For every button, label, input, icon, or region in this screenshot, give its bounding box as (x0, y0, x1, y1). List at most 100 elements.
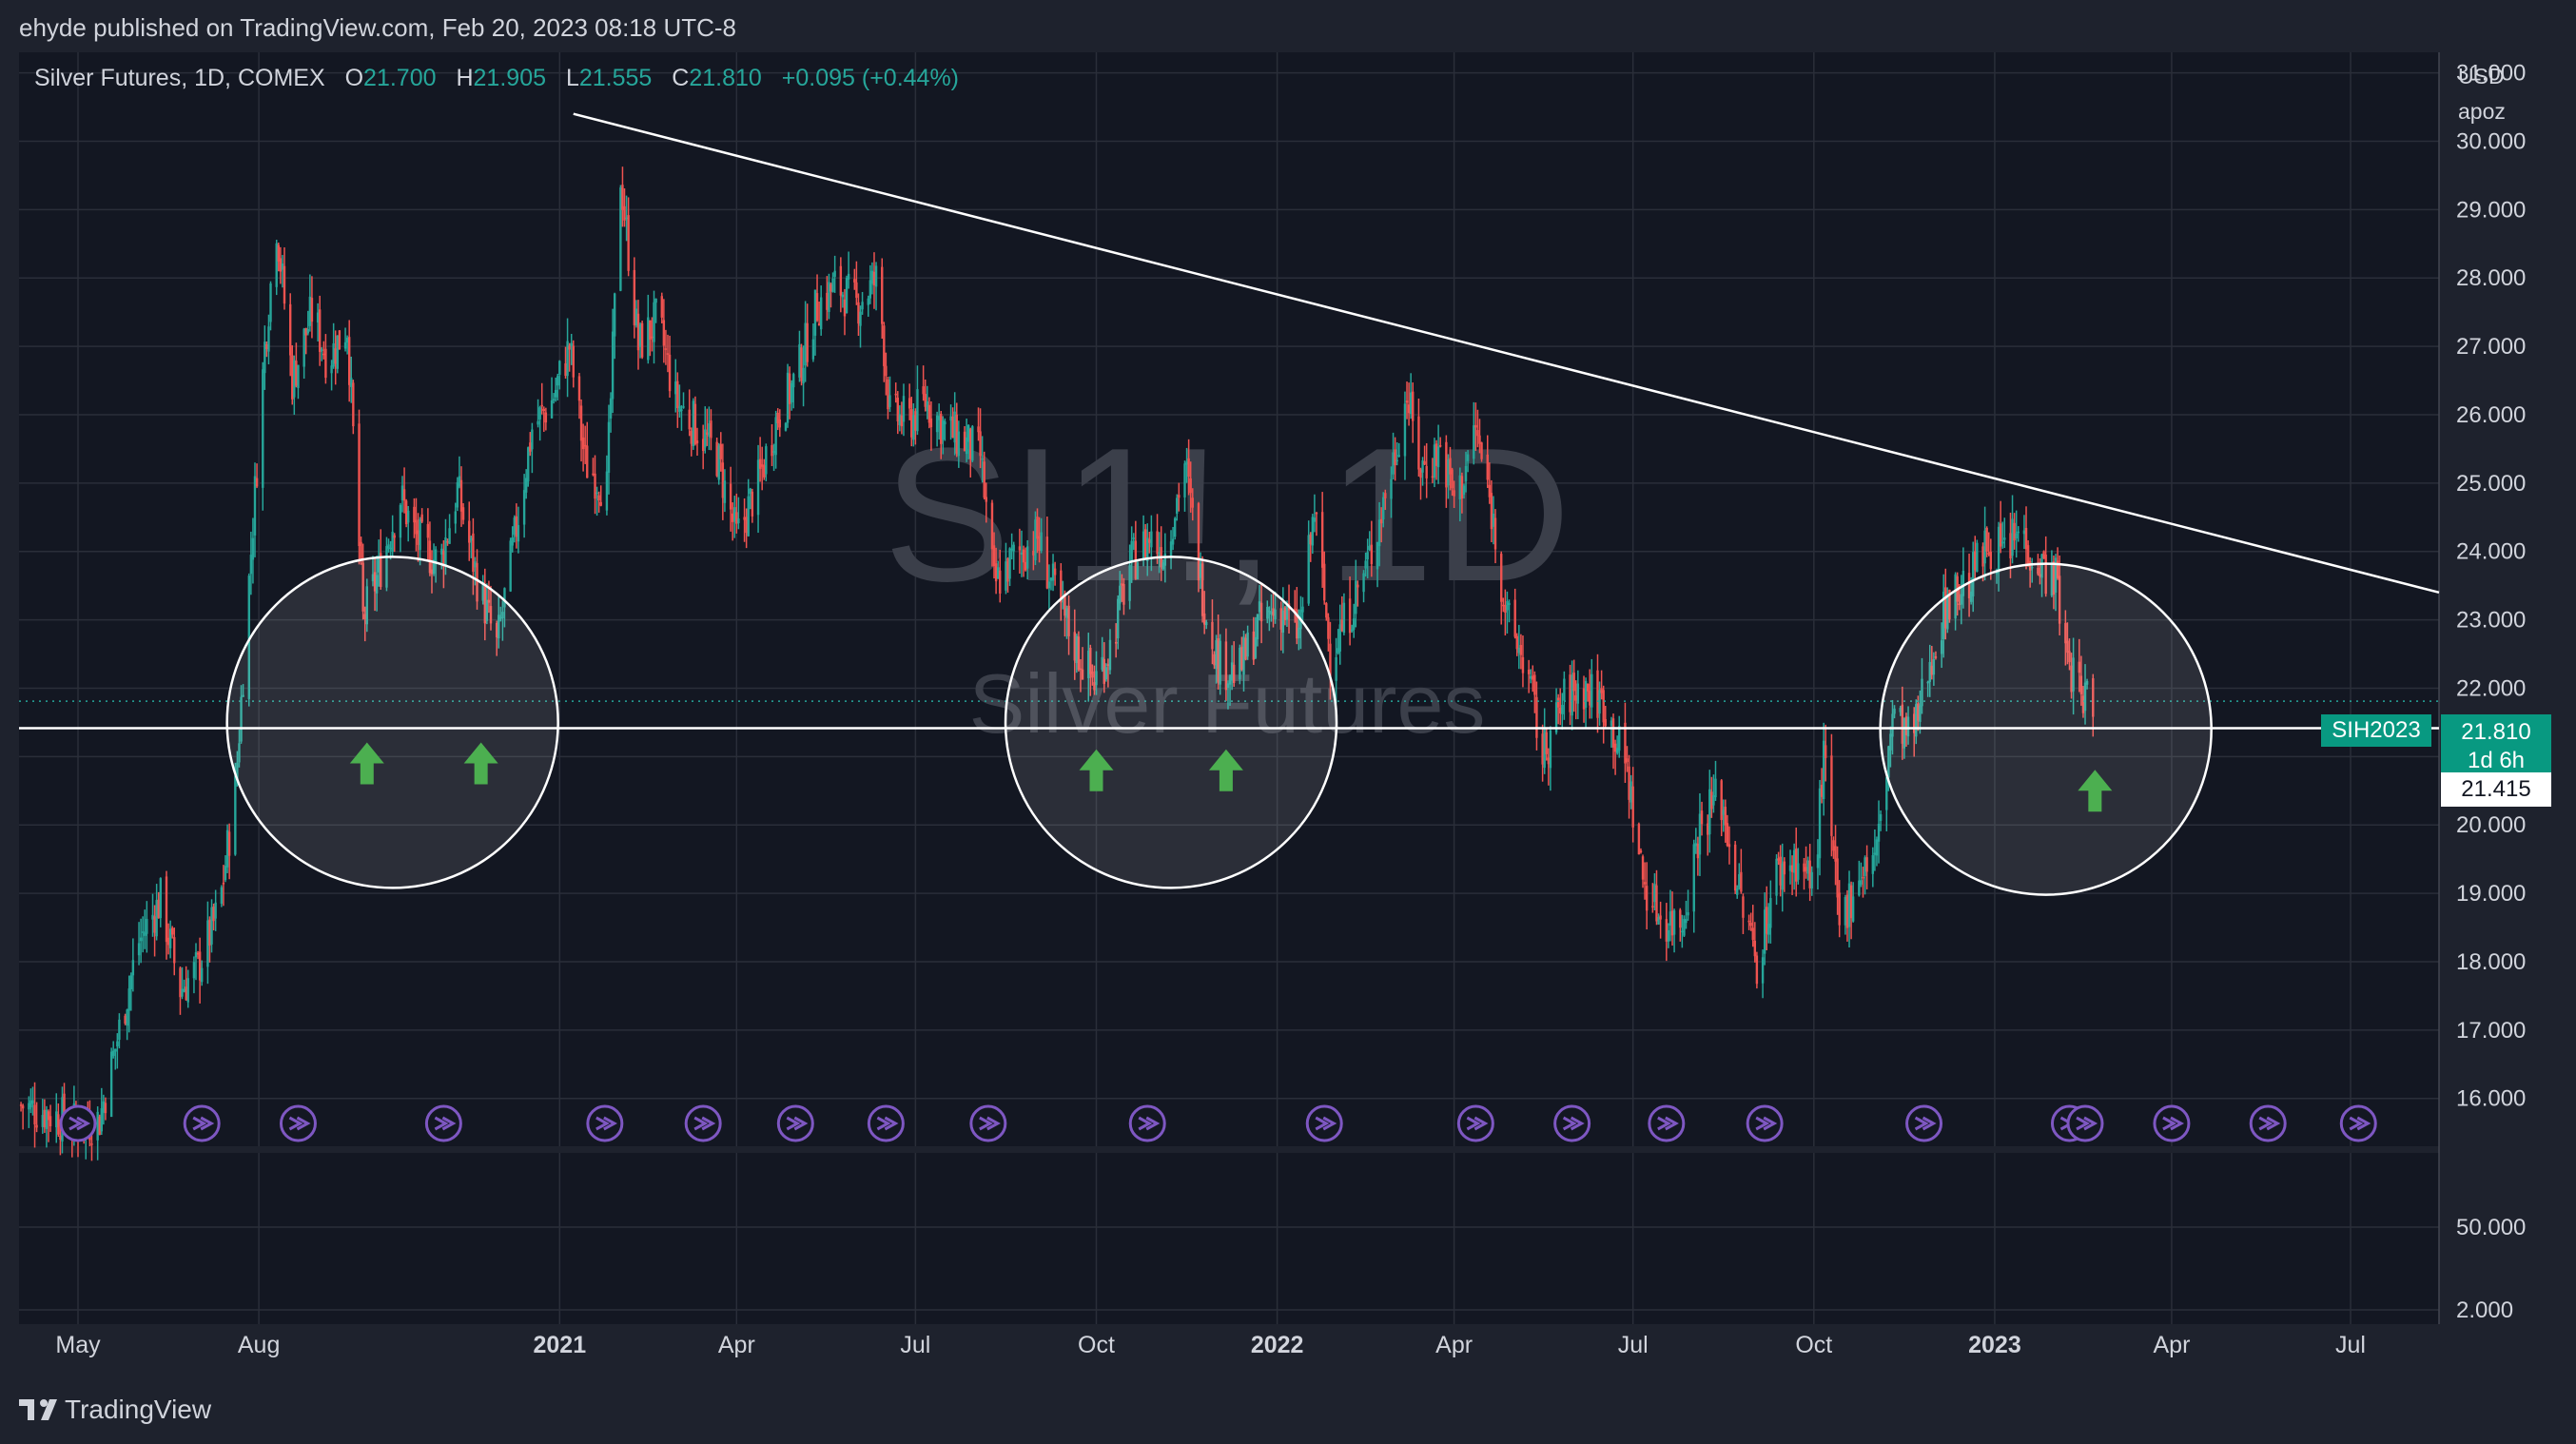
tradingview-brand[interactable]: TradingView (19, 1395, 211, 1425)
candle-body (332, 342, 335, 367)
candle-body (1453, 490, 1455, 497)
candle-body (1624, 722, 1627, 764)
candle-body (944, 421, 946, 425)
candle-body (1598, 690, 1601, 714)
candle-body (1480, 442, 1483, 459)
candle-body (1928, 661, 1931, 682)
candle-body (813, 289, 817, 336)
candle-body (1766, 907, 1768, 934)
candle-body (1981, 546, 1984, 567)
candle-body (839, 265, 843, 296)
candle-body (495, 623, 498, 638)
candle-body (2078, 661, 2081, 673)
event-marker-glyph (68, 1116, 91, 1131)
candle-body (1279, 608, 1282, 630)
candle-body (1390, 478, 1393, 499)
candle-body (1615, 748, 1619, 753)
candle-body (1199, 563, 1202, 578)
candle-body (251, 537, 255, 560)
drawings[interactable] (19, 112, 2440, 896)
candle-body (1064, 593, 1066, 616)
candle-body (131, 960, 135, 976)
unit-label: apoz (2458, 99, 2506, 124)
candle-body (1753, 940, 1757, 957)
candle-body (109, 1051, 113, 1118)
candle-body (706, 432, 709, 436)
candle-body (704, 429, 707, 448)
event-marker-icon (183, 1104, 221, 1142)
candle-body (556, 376, 559, 386)
candle-body (811, 339, 815, 360)
candle-body (595, 492, 598, 495)
candle-body (1093, 682, 1096, 691)
candle-body (41, 1115, 44, 1127)
candle-body (1353, 618, 1356, 630)
candle-body (269, 283, 272, 322)
candle-body (910, 409, 913, 438)
candle-body (1513, 599, 1516, 637)
legend-h-label: H (456, 65, 474, 91)
candle-body (1460, 476, 1464, 498)
candle-body (288, 303, 292, 356)
candle-body (579, 405, 583, 441)
candle-body (859, 311, 862, 326)
candle-body (1845, 894, 1849, 928)
candle-body (1865, 857, 1868, 872)
candle-body (1355, 580, 1357, 615)
candle-body (898, 414, 902, 425)
candle-body (581, 437, 585, 450)
candle-body (1121, 583, 1123, 586)
candle-body (737, 518, 740, 524)
candle-body (1521, 656, 1525, 673)
candle-body (1476, 430, 1479, 437)
candle-body (1747, 920, 1750, 923)
candle-body (745, 517, 748, 534)
candle-body (924, 394, 927, 407)
candle-body (914, 411, 917, 431)
candle-body (277, 244, 280, 262)
legend-symbol[interactable]: Silver Futures, 1D, COMEX (34, 65, 325, 91)
candle-body (1022, 549, 1025, 563)
candle-body (1047, 581, 1051, 589)
candle-body (100, 1108, 103, 1132)
event-marker-icon (969, 1104, 1007, 1142)
candle-body (116, 1041, 119, 1047)
candle-body (1038, 536, 1041, 551)
candle-body (501, 612, 504, 618)
candle-body (1712, 795, 1715, 806)
candle-body (802, 367, 805, 384)
support-price-badge: 21.415 (2441, 772, 2551, 807)
candle-body (1458, 475, 1462, 499)
candle-body (224, 866, 227, 881)
x-tick-label: Apr (2153, 1332, 2190, 1358)
candle-body (881, 266, 884, 324)
candle-body (1419, 469, 1422, 478)
candle-body (992, 545, 996, 567)
candle-body (558, 361, 561, 376)
events[interactable] (59, 1104, 2377, 1142)
candle-body (966, 424, 970, 442)
candle-body (153, 916, 156, 933)
candle-body (1545, 732, 1548, 754)
candle-body (538, 407, 541, 420)
candle-body (729, 483, 732, 510)
x-tick-label: Jul (1618, 1332, 1649, 1358)
candle-body (1700, 810, 1704, 825)
candle-body (1830, 755, 1833, 836)
candle-body (1466, 454, 1470, 461)
candle-body (1313, 517, 1317, 522)
candle-body (1810, 871, 1813, 888)
candle-body (334, 348, 337, 364)
candle-body (2092, 678, 2095, 717)
y-tick-label: 25.000 (2456, 471, 2526, 497)
candle-body (957, 431, 961, 457)
candle-body (159, 878, 162, 919)
candle-body (1397, 455, 1400, 457)
candle-body (1117, 598, 1120, 639)
candle-body (330, 365, 333, 374)
candle-body (389, 547, 392, 550)
candle-body (868, 280, 872, 299)
candle-body (186, 978, 189, 1003)
candle-body (1075, 635, 1079, 664)
